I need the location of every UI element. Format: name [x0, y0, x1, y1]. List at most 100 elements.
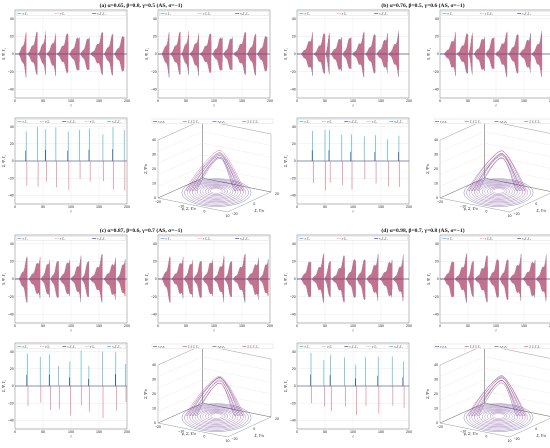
z-tick-label: 20: [434, 167, 438, 171]
grid-3d: [439, 379, 485, 400]
phase-orbit: [186, 405, 247, 430]
y-tick-label: −40: [433, 312, 439, 316]
y-tick-label: 40: [153, 242, 157, 246]
legend-label: x₁y₁z₁: [157, 120, 165, 124]
y-tick-label: 0: [535, 427, 537, 431]
legend-label: z Σ₁: [304, 345, 310, 349]
x-tick-label: 50: [466, 324, 470, 328]
legend-box: [441, 236, 550, 241]
x-tick-label: 100: [68, 430, 74, 434]
phase-loop: [196, 158, 235, 192]
pane-floor: [439, 402, 550, 438]
legend-label: x Σ₁Σ₁: [202, 12, 211, 16]
z-tick-label: 10: [152, 407, 156, 411]
x-tick-label: 10: [508, 439, 512, 443]
x-tick-label: 0: [485, 434, 487, 438]
y-tick-label: −20: [290, 70, 296, 74]
phase-orbit: [199, 184, 234, 199]
grid-3d: [157, 154, 203, 175]
x-tick-label: 50: [41, 99, 45, 103]
phase-orbit: [207, 412, 226, 420]
grid-3d: [202, 391, 272, 406]
phase-orbit: [476, 183, 521, 201]
series-line: [439, 31, 550, 78]
x-tick-label: 100: [68, 99, 74, 103]
phase-orbit: [197, 183, 236, 200]
legend-label: x₂Σ₁Σ₂: [521, 12, 531, 16]
phase-loop: [185, 375, 245, 417]
x-tick-label: 0: [296, 430, 298, 434]
x-axis-label: t: [352, 328, 354, 333]
phase-orbit: [205, 186, 228, 196]
grid-3d: [202, 131, 272, 146]
x-tick-label: 10: [226, 439, 230, 443]
y-tick-label: 20: [435, 260, 439, 264]
z-tick-label: 10: [434, 182, 438, 186]
y-tick-label: 0: [12, 277, 14, 281]
grid-3d: [202, 368, 272, 383]
y-tick-label: 40: [435, 242, 439, 246]
y-tick-label: 20: [275, 417, 279, 421]
legend-label: y Σ₁: [341, 237, 347, 241]
x-tick-label: 100: [493, 324, 499, 328]
y-tick-label: 20: [292, 367, 296, 371]
y-axis-label: Σ, Ψ, Υ₃: [2, 379, 7, 392]
legend-label: x₂Σ₁Σ₂: [239, 237, 249, 241]
x-tick-label: 50: [41, 324, 45, 328]
legend-label: u Σ₁: [372, 120, 377, 124]
x-axis-label: t: [70, 209, 72, 214]
x-tick-label: 100: [350, 99, 356, 103]
y-tick-label: 0: [12, 159, 14, 163]
x-tick-label: 200: [406, 205, 412, 209]
phase-orbit: [474, 182, 523, 202]
phase-orbit: [197, 408, 236, 425]
y-tick-label: 40: [292, 125, 296, 129]
panel-title: (b) α=0.76, β=0.5, γ=0.6 (AS, σ=−1): [381, 2, 464, 9]
grid-3d: [202, 143, 272, 158]
x-axis-label: φ, Σ, Υ/σ: [182, 431, 197, 437]
grid-3d: [484, 143, 550, 157]
x-tick-label: 150: [96, 430, 102, 434]
phase-orbit: [471, 406, 526, 429]
x-tick-label: 150: [378, 430, 384, 434]
y-tick-label: 40: [10, 242, 14, 246]
x-tick-label: 50: [323, 205, 327, 209]
x-tick-label: 100: [493, 99, 499, 103]
z-tick-label: 20: [152, 167, 156, 171]
y-tick-label: 0: [294, 277, 296, 281]
legend-label: Σ Σ Σ Σ₁: [470, 345, 481, 349]
legend-label: x Σ₁: [22, 237, 28, 241]
x-tick-label: 0: [14, 205, 16, 209]
grid-3d: [484, 166, 550, 180]
y-tick-label: −20: [514, 437, 520, 441]
y-tick-label: −40: [8, 194, 14, 198]
pane-left: [439, 344, 485, 424]
legend-label: y Σ₁: [447, 12, 453, 16]
phase-orbit: [476, 408, 521, 426]
y-tick-label: 20: [275, 192, 279, 196]
grid-3d: [484, 368, 550, 382]
z-tick-label: 10: [434, 407, 438, 411]
legend-label: x₃Σ₁Σ₁: [111, 345, 121, 349]
phase-orbit: [181, 403, 252, 432]
y-tick-label: 0: [535, 202, 537, 206]
x-tick-label: −10: [460, 205, 466, 209]
y-tick-label: 20: [10, 142, 14, 146]
legend-box: [16, 11, 126, 16]
x-axis-label: t: [495, 328, 497, 333]
x-tick-label: 200: [267, 324, 273, 328]
pane-left: [439, 119, 485, 199]
legend-label: x₁Σ₁Σ₁: [96, 237, 106, 241]
y-tick-label: 40: [10, 17, 14, 21]
grid-3d: [484, 379, 550, 394]
phase-orbit: [479, 183, 518, 200]
y-tick-label: 0: [437, 277, 439, 281]
z-tick-label: 30: [152, 378, 156, 382]
y-tick-label: −20: [151, 70, 157, 74]
phase-orbit: [466, 179, 531, 206]
z-axis-label: Σ, Ψ/σ: [426, 389, 431, 399]
z-tick-label: 0: [154, 196, 156, 200]
phase-orbit: [463, 403, 534, 432]
grid-3d: [157, 166, 203, 187]
legend-label: Σ Σ Σ Σ₁: [188, 120, 199, 124]
